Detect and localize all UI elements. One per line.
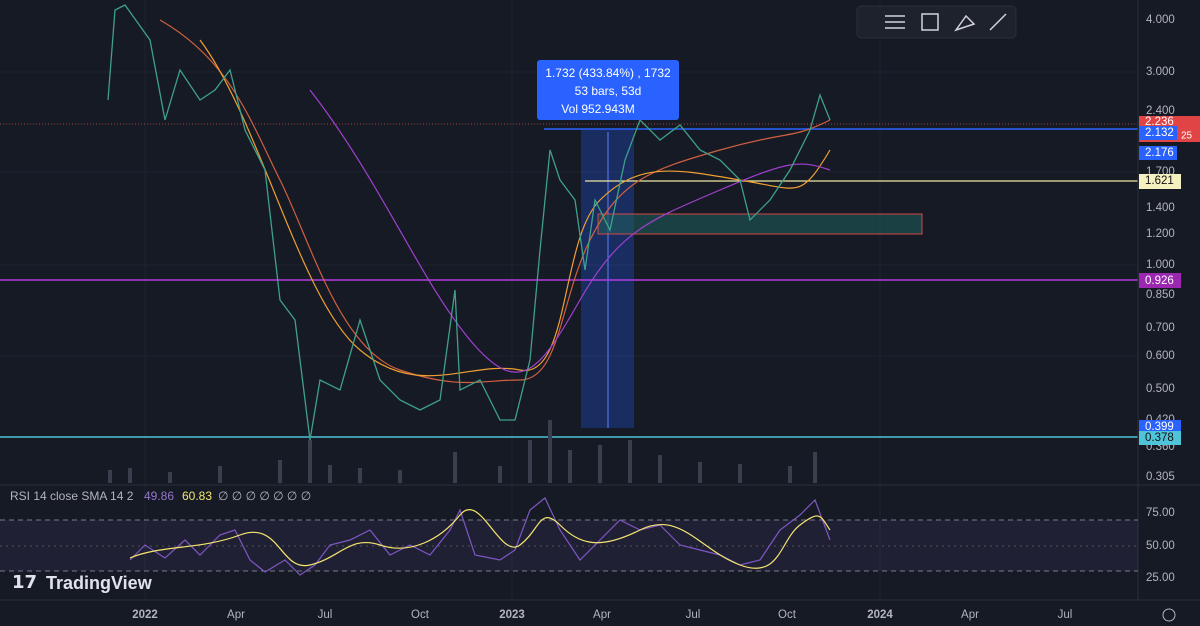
price-series (107, 4, 831, 441)
last-price: 2.236 (1145, 116, 1174, 128)
measure-text: 1.732 (433.84%) , 1732 (545, 66, 671, 80)
price-marker-text: 2.132 (1145, 127, 1174, 139)
time-tick-label: Apr (227, 609, 245, 621)
price-marker (1139, 273, 1181, 288)
price-marker (1139, 420, 1181, 434)
grid (0, 0, 1138, 600)
price-marker-text: 1.621 (1145, 175, 1174, 187)
rsi-title: RSI 14 close SMA 14 2 (10, 489, 134, 503)
last-price-suffix: 25 (1181, 131, 1193, 142)
measure-label (537, 60, 679, 120)
rsi-value: 49.86 (144, 489, 174, 503)
time-tick-label: Apr (593, 609, 611, 621)
time-tick-label: 2024 (867, 609, 893, 621)
line-style-button[interactable] (885, 15, 905, 29)
zone-box (597, 213, 923, 235)
fill-button[interactable] (954, 14, 976, 32)
time-tick-label: Apr (961, 609, 979, 621)
price-marker (1139, 126, 1177, 140)
rsi-line (129, 497, 831, 576)
price-marker (1139, 431, 1181, 445)
brand: TradingView (46, 573, 153, 593)
rsi-sma-line (129, 508, 831, 569)
rsi-sma-value: 60.83 (182, 489, 212, 503)
settings-button[interactable] (1162, 608, 1176, 622)
price-marker (1139, 174, 1181, 189)
rsi-placeholders: ∅ ∅ ∅ ∅ ∅ ∅ ∅ (218, 489, 311, 503)
rsi-axis-label: 75.00 (1146, 507, 1175, 519)
price-marker (1139, 146, 1177, 160)
time-tick-label: Jul (686, 609, 701, 621)
price-tick-label: 3.000 (1146, 66, 1175, 78)
time-tick-label: 2022 (132, 609, 158, 621)
time-tick-label: Oct (778, 609, 797, 621)
price-tick-label: 4.000 (1146, 14, 1175, 26)
price-tick-label: 2.400 (1146, 105, 1175, 117)
measure-text: Vol 952.943M (561, 102, 634, 116)
price-tick-label: 0.600 (1146, 350, 1175, 362)
volume (108, 420, 817, 483)
price-tick-label: 0.700 (1146, 322, 1175, 334)
price-marker-text: 0.378 (1145, 432, 1174, 444)
price-marker-text: 2.176 (1145, 147, 1174, 159)
time-tick-label: Jul (1058, 609, 1073, 621)
time-tick-label: Jul (318, 609, 333, 621)
price-tick-label: 1.400 (1146, 202, 1175, 214)
price-tick-label: 0.305 (1146, 471, 1175, 483)
logo-mark: 𝟭𝟳 (12, 572, 37, 592)
measure-text: 53 bars, 53d (575, 84, 642, 98)
rsi-axis-label: 25.00 (1146, 572, 1175, 584)
drawing-toolbar (856, 5, 1017, 39)
price-tick-label: 1.000 (1146, 259, 1175, 271)
time-tick-label: Oct (411, 609, 430, 621)
price-marker-text: 0.399 (1145, 421, 1174, 433)
price-marker-text: 0.926 (1145, 275, 1174, 287)
price-tick-label: 0.850 (1146, 289, 1175, 301)
trend-tool-button[interactable] (989, 13, 1007, 31)
rsi-axis-label: 50.00 (1146, 540, 1175, 552)
time-tick-label: 2023 (499, 609, 525, 621)
price-tick-label: 1.200 (1146, 228, 1175, 240)
rectangle-tool-button[interactable] (921, 13, 939, 31)
price-tick-label: 0.500 (1146, 383, 1175, 395)
